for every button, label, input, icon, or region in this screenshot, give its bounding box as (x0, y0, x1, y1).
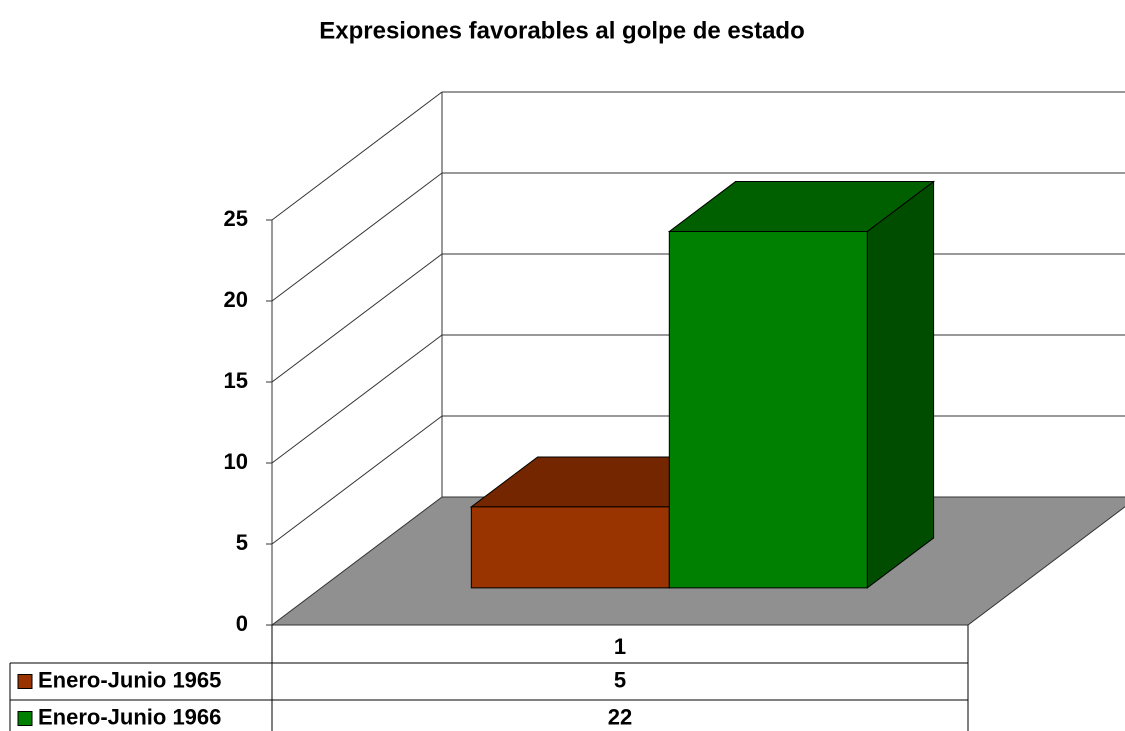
x-tick-label: 1 (614, 634, 626, 659)
y-tick-label: 0 (236, 611, 248, 636)
legend-label: Enero-Junio 1966 (38, 704, 221, 729)
table-value: 5 (614, 667, 626, 692)
bar (668, 230, 868, 589)
grid-line (271, 415, 443, 545)
grid-line (271, 91, 443, 221)
grid-line (271, 334, 443, 464)
table-value: 22 (608, 704, 632, 729)
legend-label: Enero-Junio 1965 (38, 667, 221, 692)
y-tick-label: 20 (224, 287, 248, 312)
legend-key (17, 674, 33, 689)
bar-side (866, 180, 935, 589)
grid-line (271, 253, 443, 383)
y-tick-label: 10 (224, 449, 248, 474)
chart-title: Expresiones favorables al golpe de estad… (319, 17, 805, 44)
y-tick-label: 15 (224, 368, 248, 393)
bar (470, 506, 670, 589)
y-tick-label: 5 (236, 530, 248, 555)
legend-key (17, 711, 33, 726)
grid-line (271, 172, 443, 302)
y-tick-label: 25 (224, 206, 248, 231)
